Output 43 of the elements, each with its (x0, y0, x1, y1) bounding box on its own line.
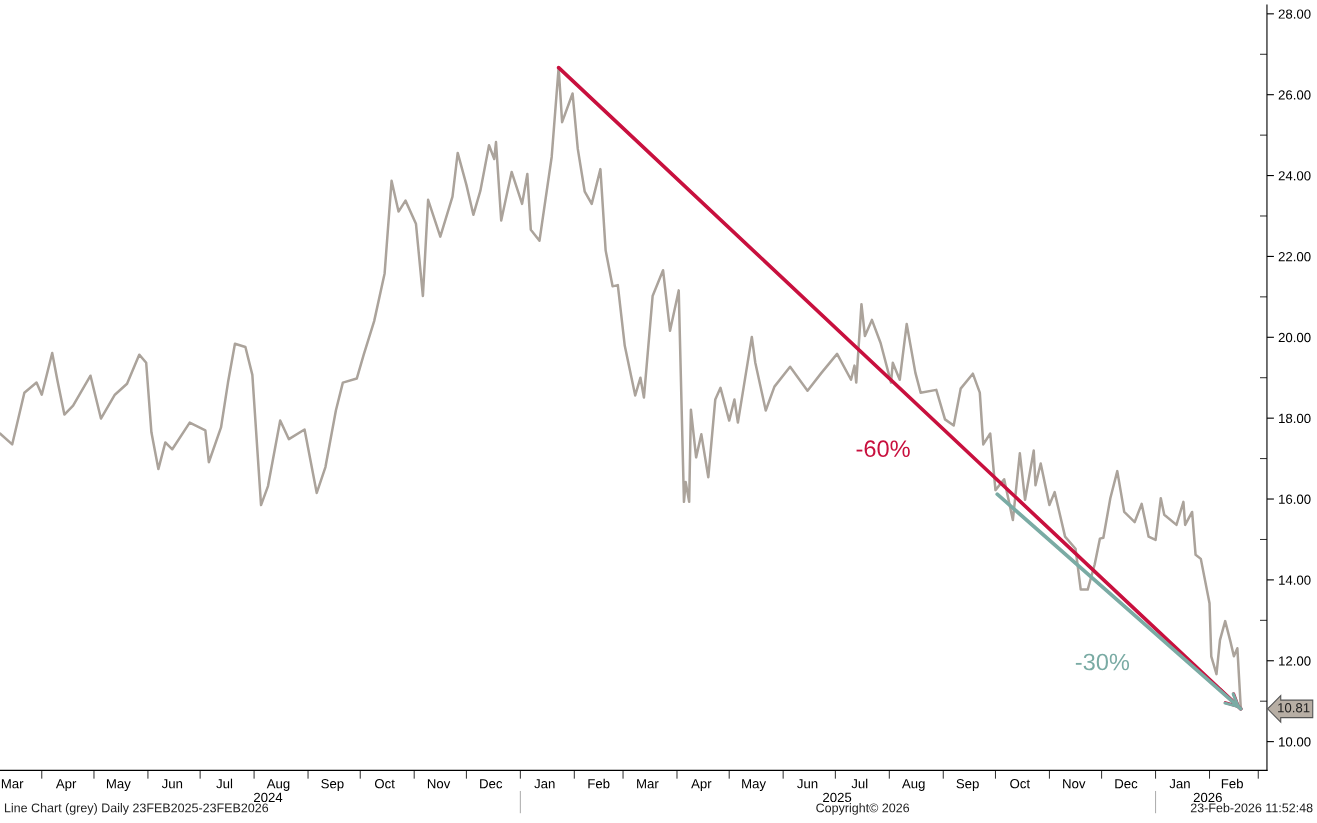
x-tick-label: Oct (1010, 779, 1030, 789)
x-tick-label: Jun (797, 779, 818, 789)
y-tick-label: 26.00 (1278, 90, 1311, 100)
y-tick-label: 14.00 (1279, 575, 1311, 585)
x-tick-label: Oct (374, 779, 395, 789)
y-tick-label: 10.00 (1279, 737, 1311, 747)
x-tick-label: Jun (161, 779, 183, 789)
x2-tick-label: 2025 (823, 792, 852, 803)
x-tick-label: Nov (427, 779, 451, 789)
x2-tick-label: 2026 (1193, 792, 1222, 803)
y-tick-label: 16.00 (1279, 494, 1311, 504)
annotation: 10.81 (1278, 703, 1310, 713)
x-tick-label: Jan (534, 779, 555, 789)
x-tick-label: Nov (1063, 779, 1086, 789)
y-tick-label: 12.00 (1279, 656, 1311, 666)
x-tick-label: Jan (1169, 779, 1190, 789)
x-tick-label: Mar (637, 779, 659, 789)
y-tick-label: 22.00 (1278, 252, 1311, 262)
x-tick-label: Sep (321, 779, 344, 791)
x-tick-label: Feb (1221, 778, 1243, 789)
x-tick-label: Apr (55, 779, 77, 791)
x-tick-label: Aug (901, 779, 925, 791)
y-tick-label: 28.00 (1278, 9, 1311, 19)
x2-tick-label: 2024 (254, 792, 283, 803)
x-tick-label: Aug (266, 779, 290, 791)
x-tick-label: Dec (480, 779, 503, 789)
series-label: -60% (856, 440, 910, 458)
y-tick-label: 18.00 (1279, 413, 1311, 424)
x-tick-label: May (742, 779, 766, 791)
y-tick-label: 20.00 (1278, 332, 1311, 343)
text: 23-Feb-2026 11:52:48 (1190, 803, 1313, 813)
x-tick-label: Apr (691, 779, 712, 791)
text: Copyright© 2026 (816, 803, 910, 815)
x-tick-label: Sep (956, 779, 979, 791)
x-tick-label: Feb (588, 778, 610, 789)
text: Line Chart (grey) Daily 23FEB2025-23FEB2026 (4, 803, 269, 815)
x-tick-label: Mar (1, 779, 24, 789)
x-tick-label: Jul (216, 778, 233, 789)
x-tick-label: Jul (851, 778, 868, 789)
y-tick-label: 24.00 (1278, 171, 1311, 181)
series-label: -30% (1075, 653, 1130, 671)
x-tick-label: May (106, 779, 131, 791)
x-tick-label: Dec (1115, 779, 1138, 789)
